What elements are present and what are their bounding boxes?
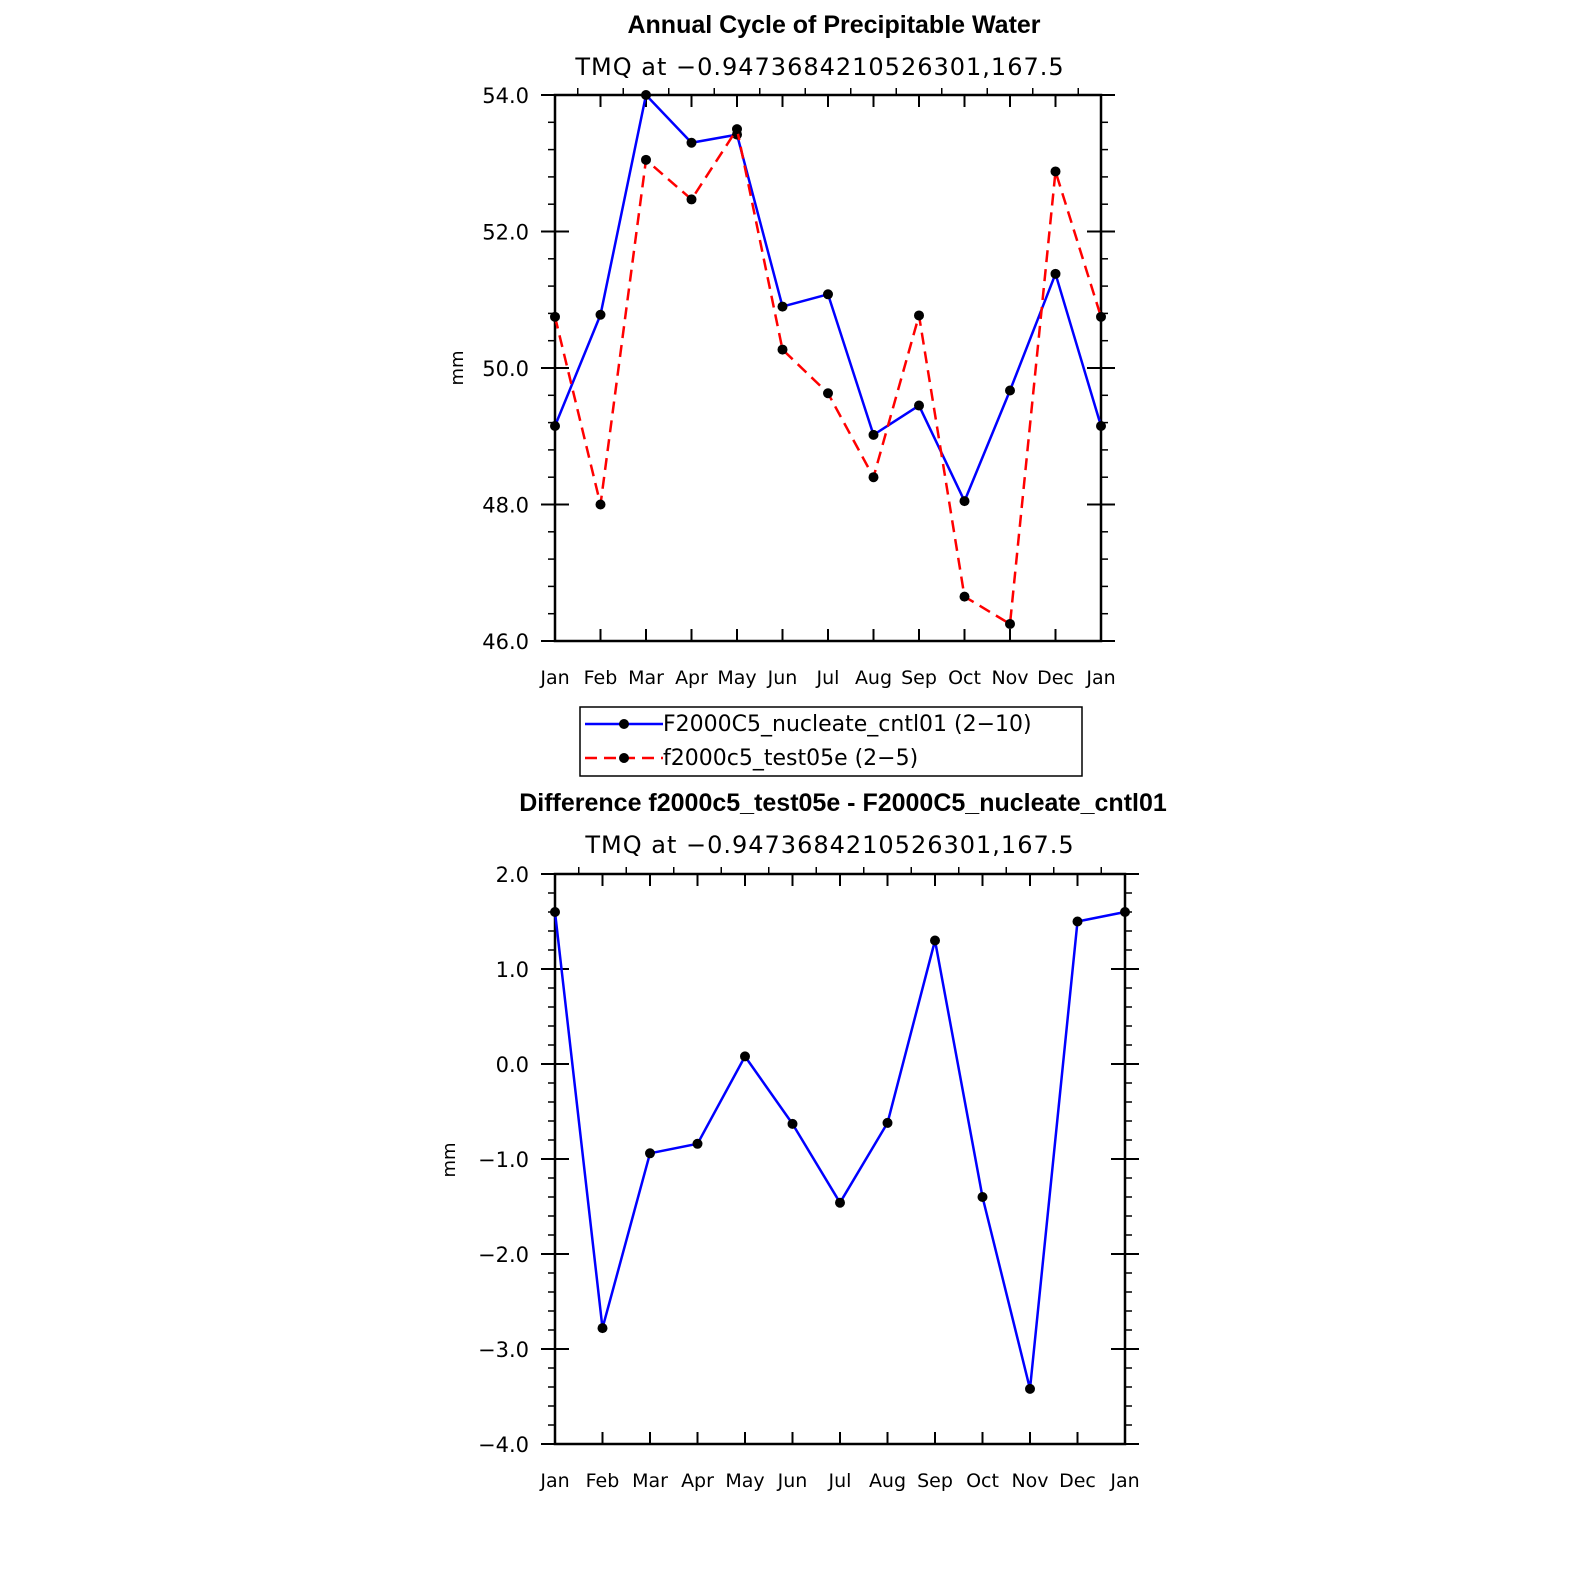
top-xtick-label: Apr (675, 667, 708, 689)
top-xtick-label: Oct (948, 667, 981, 689)
bottom-chart-ylabel: mm (439, 1142, 460, 1177)
top-series-1-point (595, 499, 606, 510)
top-ytick-label: 46.0 (482, 630, 529, 654)
bottom-series-0-point (1072, 916, 1083, 927)
bottom-series-0-point (692, 1138, 703, 1149)
bottom-xtick-label: Aug (869, 1470, 906, 1492)
bottom-xtick-label: Apr (681, 1470, 714, 1492)
legend: F2000C5_nucleate_cntl01 (2−10) f2000c5_t… (579, 706, 1083, 777)
top-series-1-point (959, 591, 970, 602)
legend-box (579, 706, 1083, 777)
top-chart-title: Annual Cycle of Precipitable Water (627, 11, 1040, 39)
bottom-xtick-label: Jan (539, 1470, 569, 1492)
bottom-xtick-label: Sep (917, 1470, 953, 1492)
top-series-0-point (914, 400, 924, 411)
top-xtick-label: Jan (1085, 667, 1115, 689)
bottom-xtick-label: Mar (632, 1470, 668, 1492)
top-xtick-label: Sep (901, 667, 937, 689)
top-xtick-label: Jan (539, 667, 569, 689)
bottom-frame (553, 872, 1127, 1446)
top-series-0-point (959, 496, 970, 507)
top-series-1-point (1050, 166, 1061, 177)
top-series-0-point (868, 429, 879, 440)
bottom-xtick-label: Dec (1059, 1470, 1096, 1492)
top-series-1-point (732, 124, 742, 135)
top-series-1-point (868, 472, 879, 483)
top-xtick-label: Feb (584, 667, 618, 689)
top-xtick-label: Aug (855, 667, 892, 689)
bottom-ytick-label: 2.0 (496, 863, 529, 887)
top-series-1-point (641, 154, 651, 165)
top-xtick-label: May (717, 667, 756, 689)
top-series-0-point (550, 421, 560, 432)
bottom-series-0-point (1025, 1383, 1035, 1394)
bottom-xtick-label: Jan (1109, 1470, 1139, 1492)
bottom-series-0-point (977, 1192, 988, 1202)
top-series-1-point (777, 344, 788, 355)
top-series-0-point (1096, 421, 1106, 432)
top-xtick-label: Dec (1037, 667, 1074, 689)
top-xtick-label: Nov (991, 667, 1028, 689)
top-series-0-point (686, 137, 697, 148)
top-plot-area: Jan Feb Mar Apr May Jun Jul Aug Sep Oct Nov Dec Jan 4… (482, 84, 1115, 689)
bottom-xtick-label: Oct (966, 1470, 999, 1492)
bottom-series-0-point (882, 1117, 893, 1128)
bottom-ytick-label: −4.0 (478, 1433, 529, 1457)
top-series-1-point (550, 311, 560, 322)
bottom-series-0-point (550, 907, 560, 917)
bottom-xtick-label: Jul (828, 1470, 852, 1492)
legend-label-test: f2000c5_test05e (2−5) (663, 746, 918, 771)
top-series-1-line (553, 127, 1103, 626)
top-xtick-label: Jul (816, 667, 840, 689)
legend-marker-cntl (619, 719, 629, 729)
bottom-ytick-label: 0.0 (496, 1053, 529, 1077)
top-series-0-point (823, 289, 833, 300)
top-series-1-point (1005, 618, 1015, 629)
legend-label-cntl: F2000C5_nucleate_cntl01 (2−10) (663, 712, 1032, 737)
top-series-0-point (777, 301, 788, 312)
bottom-ytick-label: 1.0 (496, 958, 529, 982)
top-chart-subtitle: TMQ at −0.9473684210526301,167.5 (574, 53, 1064, 81)
top-series-1-point (914, 310, 924, 321)
top-xtick-label: Mar (628, 667, 664, 689)
top-chart-ylabel: mm (447, 350, 468, 385)
top-series-0-point (641, 90, 651, 100)
top-xtick-label: Jun (767, 667, 798, 689)
top-series-1-point (1096, 311, 1106, 322)
bottom-ytick-label: −3.0 (478, 1338, 529, 1362)
bottom-series-0-point (835, 1197, 845, 1208)
bottom-xtick-label: May (725, 1470, 764, 1492)
bottom-series-0-point (930, 935, 940, 946)
bottom-chart-title: Difference f2000c5_test05e - F2000C5_nuc… (519, 789, 1167, 817)
bottom-xtick-label: Nov (1011, 1470, 1048, 1492)
top-series-0-point (1005, 385, 1015, 396)
bottom-series-0-line (553, 910, 1126, 1391)
top-series-1-point (823, 388, 833, 399)
bottom-series-0-point (597, 1323, 608, 1334)
bottom-xtick-label: Feb (586, 1470, 620, 1492)
top-series-0-point (1050, 268, 1061, 279)
top-series-0-point (595, 309, 606, 320)
legend-marker-test (619, 753, 629, 763)
top-ytick-label: 52.0 (482, 221, 529, 245)
bottom-series-0-point (645, 1148, 655, 1159)
bottom-xtick-label: Jun (777, 1470, 808, 1492)
bottom-series-0-point (787, 1118, 798, 1129)
top-series-1-point (686, 194, 697, 205)
bottom-series-0-point (1120, 907, 1130, 917)
top-ytick-label: 48.0 (482, 494, 529, 518)
top-ytick-label: 50.0 (482, 357, 529, 381)
top-ytick-label: 54.0 (482, 84, 529, 108)
bottom-ytick-label: −1.0 (478, 1148, 529, 1172)
bottom-ytick-label: −2.0 (478, 1243, 529, 1267)
bottom-plot-area: Jan Feb Mar Apr May Jun Jul Aug Sep Oct Nov Dec Jan−… (478, 863, 1140, 1492)
bottom-chart-subtitle: TMQ at −0.9473684210526301,167.5 (584, 831, 1074, 859)
bottom-series-0-point (740, 1051, 750, 1062)
